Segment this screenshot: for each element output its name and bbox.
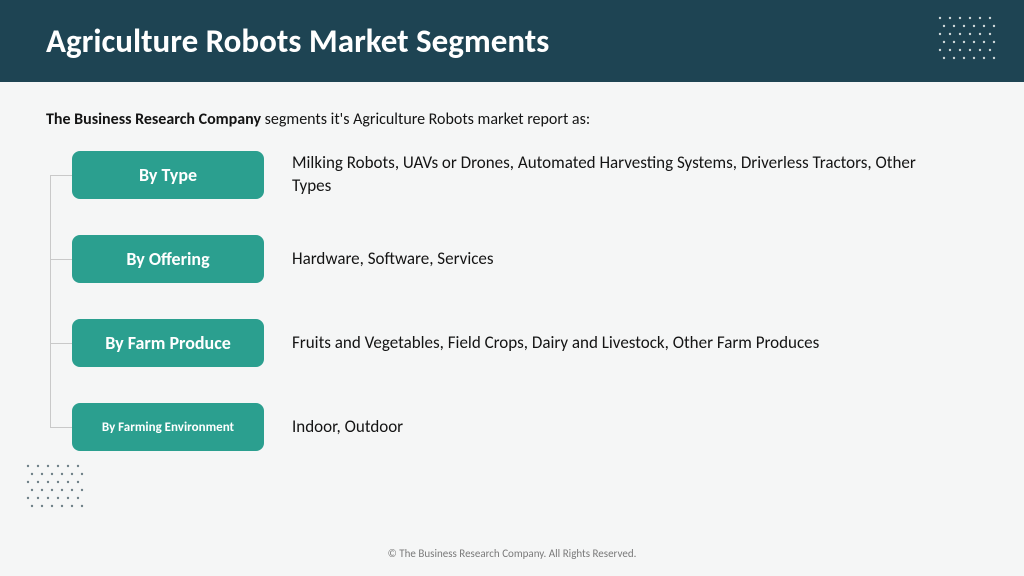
slide-header: Agriculture Robots Market Segments <box>0 0 1024 82</box>
tree-branch <box>50 175 72 176</box>
tree-vertical-line <box>50 175 51 427</box>
segment-description: Milking Robots, UAVs or Drones, Automate… <box>292 152 932 198</box>
segment-label: By Type <box>72 151 264 199</box>
segment-description: Indoor, Outdoor <box>292 416 403 439</box>
segment-description: Fruits and Vegetables, Field Crops, Dair… <box>292 332 819 355</box>
intro-text: The Business Research Company segments i… <box>0 82 1024 129</box>
tree-branch <box>50 343 72 344</box>
segments-container: By Type Milking Robots, UAVs or Drones, … <box>72 151 978 451</box>
tree-branch <box>50 427 72 428</box>
segment-label: By Offering <box>72 235 264 283</box>
decorative-dots-bottom-left <box>22 460 92 520</box>
segment-description: Hardware, Software, Services <box>292 248 494 271</box>
segment-label: By Farming Environment <box>72 403 264 451</box>
segment-row: By Farming Environment Indoor, Outdoor <box>72 403 978 451</box>
segment-row: By Farm Produce Fruits and Vegetables, F… <box>72 319 978 367</box>
segment-row: By Offering Hardware, Software, Services <box>72 235 978 283</box>
segment-row: By Type Milking Robots, UAVs or Drones, … <box>72 151 978 199</box>
slide-title: Agriculture Robots Market Segments <box>46 21 549 61</box>
decorative-dots-top-right <box>934 12 1004 72</box>
intro-rest: segments it's Agriculture Robots market … <box>261 110 590 129</box>
copyright-footer: © The Business Research Company. All Rig… <box>0 547 1024 560</box>
segment-label: By Farm Produce <box>72 319 264 367</box>
tree-branch <box>50 259 72 260</box>
intro-company-name: The Business Research Company <box>46 110 261 129</box>
